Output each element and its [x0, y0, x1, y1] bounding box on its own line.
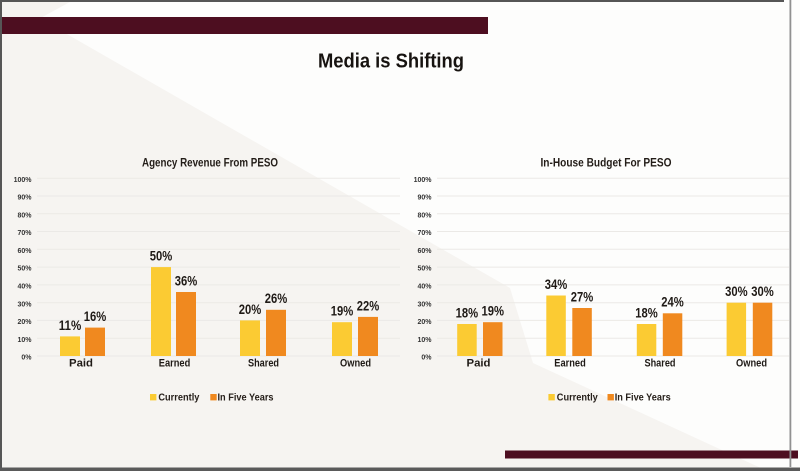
svg-text:40%: 40% — [417, 284, 432, 291]
svg-text:Media is Shifting: Media is Shifting — [318, 51, 464, 73]
svg-text:18%: 18% — [635, 304, 658, 320]
svg-text:80%: 80% — [417, 212, 432, 219]
svg-text:60%: 60% — [17, 248, 32, 255]
svg-text:70%: 70% — [17, 230, 32, 237]
svg-text:19%: 19% — [331, 303, 354, 319]
svg-text:27%: 27% — [571, 288, 594, 304]
svg-text:50%: 50% — [150, 248, 173, 264]
svg-text:24%: 24% — [661, 294, 684, 310]
svg-text:30%: 30% — [17, 301, 32, 308]
svg-text:70%: 70% — [417, 230, 432, 237]
svg-text:20%: 20% — [417, 319, 432, 326]
svg-text:In Five Years: In Five Years — [615, 392, 671, 404]
svg-text:90%: 90% — [17, 195, 32, 202]
svg-text:16%: 16% — [84, 308, 107, 324]
svg-text:30%: 30% — [725, 283, 748, 299]
svg-text:22%: 22% — [357, 297, 380, 313]
svg-text:80%: 80% — [17, 212, 32, 219]
svg-text:Earned: Earned — [159, 357, 191, 369]
svg-text:30%: 30% — [417, 301, 432, 308]
svg-text:11%: 11% — [59, 317, 82, 333]
svg-text:60%: 60% — [417, 248, 432, 255]
svg-text:90%: 90% — [417, 195, 432, 202]
svg-text:30%: 30% — [751, 283, 774, 299]
svg-text:Paid: Paid — [467, 357, 491, 369]
svg-text:19%: 19% — [482, 303, 505, 319]
svg-text:Shared: Shared — [645, 357, 676, 369]
svg-text:Agency Revenue From PESO: Agency Revenue From PESO — [142, 156, 278, 170]
svg-text:20%: 20% — [239, 301, 262, 317]
svg-text:40%: 40% — [17, 284, 32, 291]
svg-text:0%: 0% — [21, 355, 32, 362]
svg-text:50%: 50% — [17, 266, 32, 273]
svg-text:Shared: Shared — [248, 357, 279, 369]
svg-text:10%: 10% — [17, 337, 32, 344]
svg-text:Currently: Currently — [158, 392, 199, 404]
svg-text:0%: 0% — [421, 355, 432, 362]
svg-text:50%: 50% — [417, 266, 432, 273]
svg-text:100%: 100% — [14, 177, 33, 184]
svg-text:Paid: Paid — [69, 357, 93, 369]
svg-text:20%: 20% — [17, 319, 32, 326]
svg-text:36%: 36% — [175, 272, 198, 288]
svg-text:In-House Budget For PESO: In-House Budget For PESO — [541, 156, 672, 170]
svg-text:In Five Years: In Five Years — [218, 392, 274, 404]
svg-text:100%: 100% — [414, 177, 433, 184]
svg-text:34%: 34% — [545, 276, 568, 292]
svg-text:Owned: Owned — [340, 357, 371, 369]
svg-text:10%: 10% — [417, 337, 432, 344]
svg-text:Owned: Owned — [736, 357, 767, 369]
svg-text:Currently: Currently — [557, 392, 598, 404]
svg-text:18%: 18% — [456, 304, 479, 320]
svg-text:26%: 26% — [265, 290, 288, 306]
svg-text:Earned: Earned — [554, 357, 586, 369]
